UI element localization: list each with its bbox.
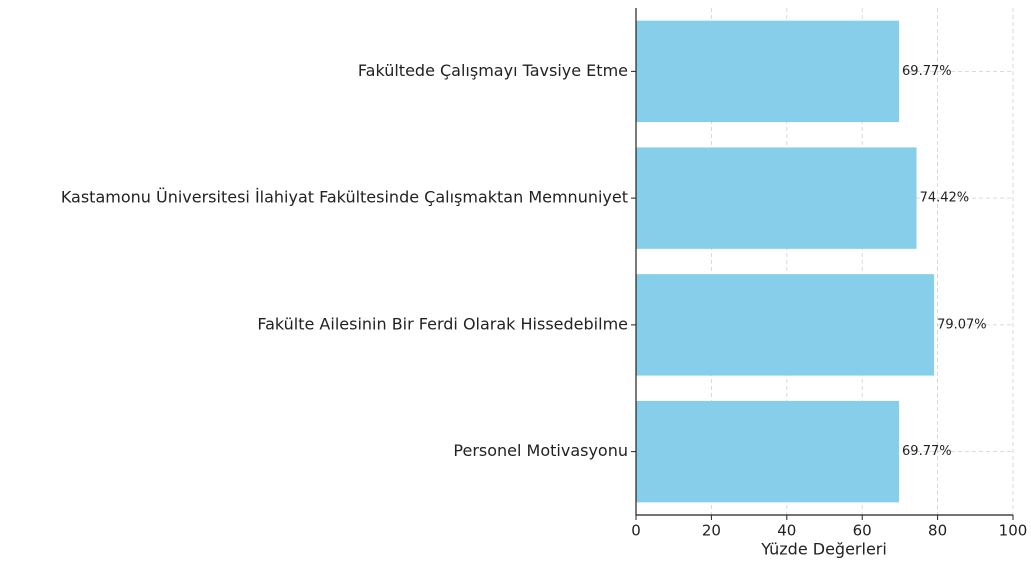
x-axis-label: Yüzde Değerleri bbox=[760, 540, 887, 559]
bar bbox=[636, 400, 900, 503]
x-tick-label: 40 bbox=[777, 522, 796, 540]
value-label: 74.42% bbox=[920, 191, 970, 206]
bar bbox=[636, 274, 935, 376]
x-tick-label: 60 bbox=[853, 522, 872, 540]
x-tick-label: 0 bbox=[631, 522, 641, 540]
y-tick-label: Fakültede Çalışmayı Tavsiye Etme bbox=[358, 61, 628, 80]
x-tick-label: 80 bbox=[928, 522, 947, 540]
value-label: 69.77% bbox=[902, 64, 952, 79]
y-tick-label: Fakülte Ailesinin Bir Ferdi Olarak Hisse… bbox=[257, 314, 628, 333]
x-tick-label: 20 bbox=[702, 522, 721, 540]
value-label: 69.77% bbox=[902, 444, 952, 459]
bar bbox=[636, 20, 900, 123]
x-tick-label: 100 bbox=[999, 522, 1028, 540]
y-tick-label: Personel Motivasyonu bbox=[453, 441, 628, 460]
bar bbox=[636, 147, 917, 249]
value-label: 79.07% bbox=[937, 317, 987, 332]
y-tick-label: Kastamonu Üniversitesi İlahiyat Fakültes… bbox=[61, 188, 628, 207]
